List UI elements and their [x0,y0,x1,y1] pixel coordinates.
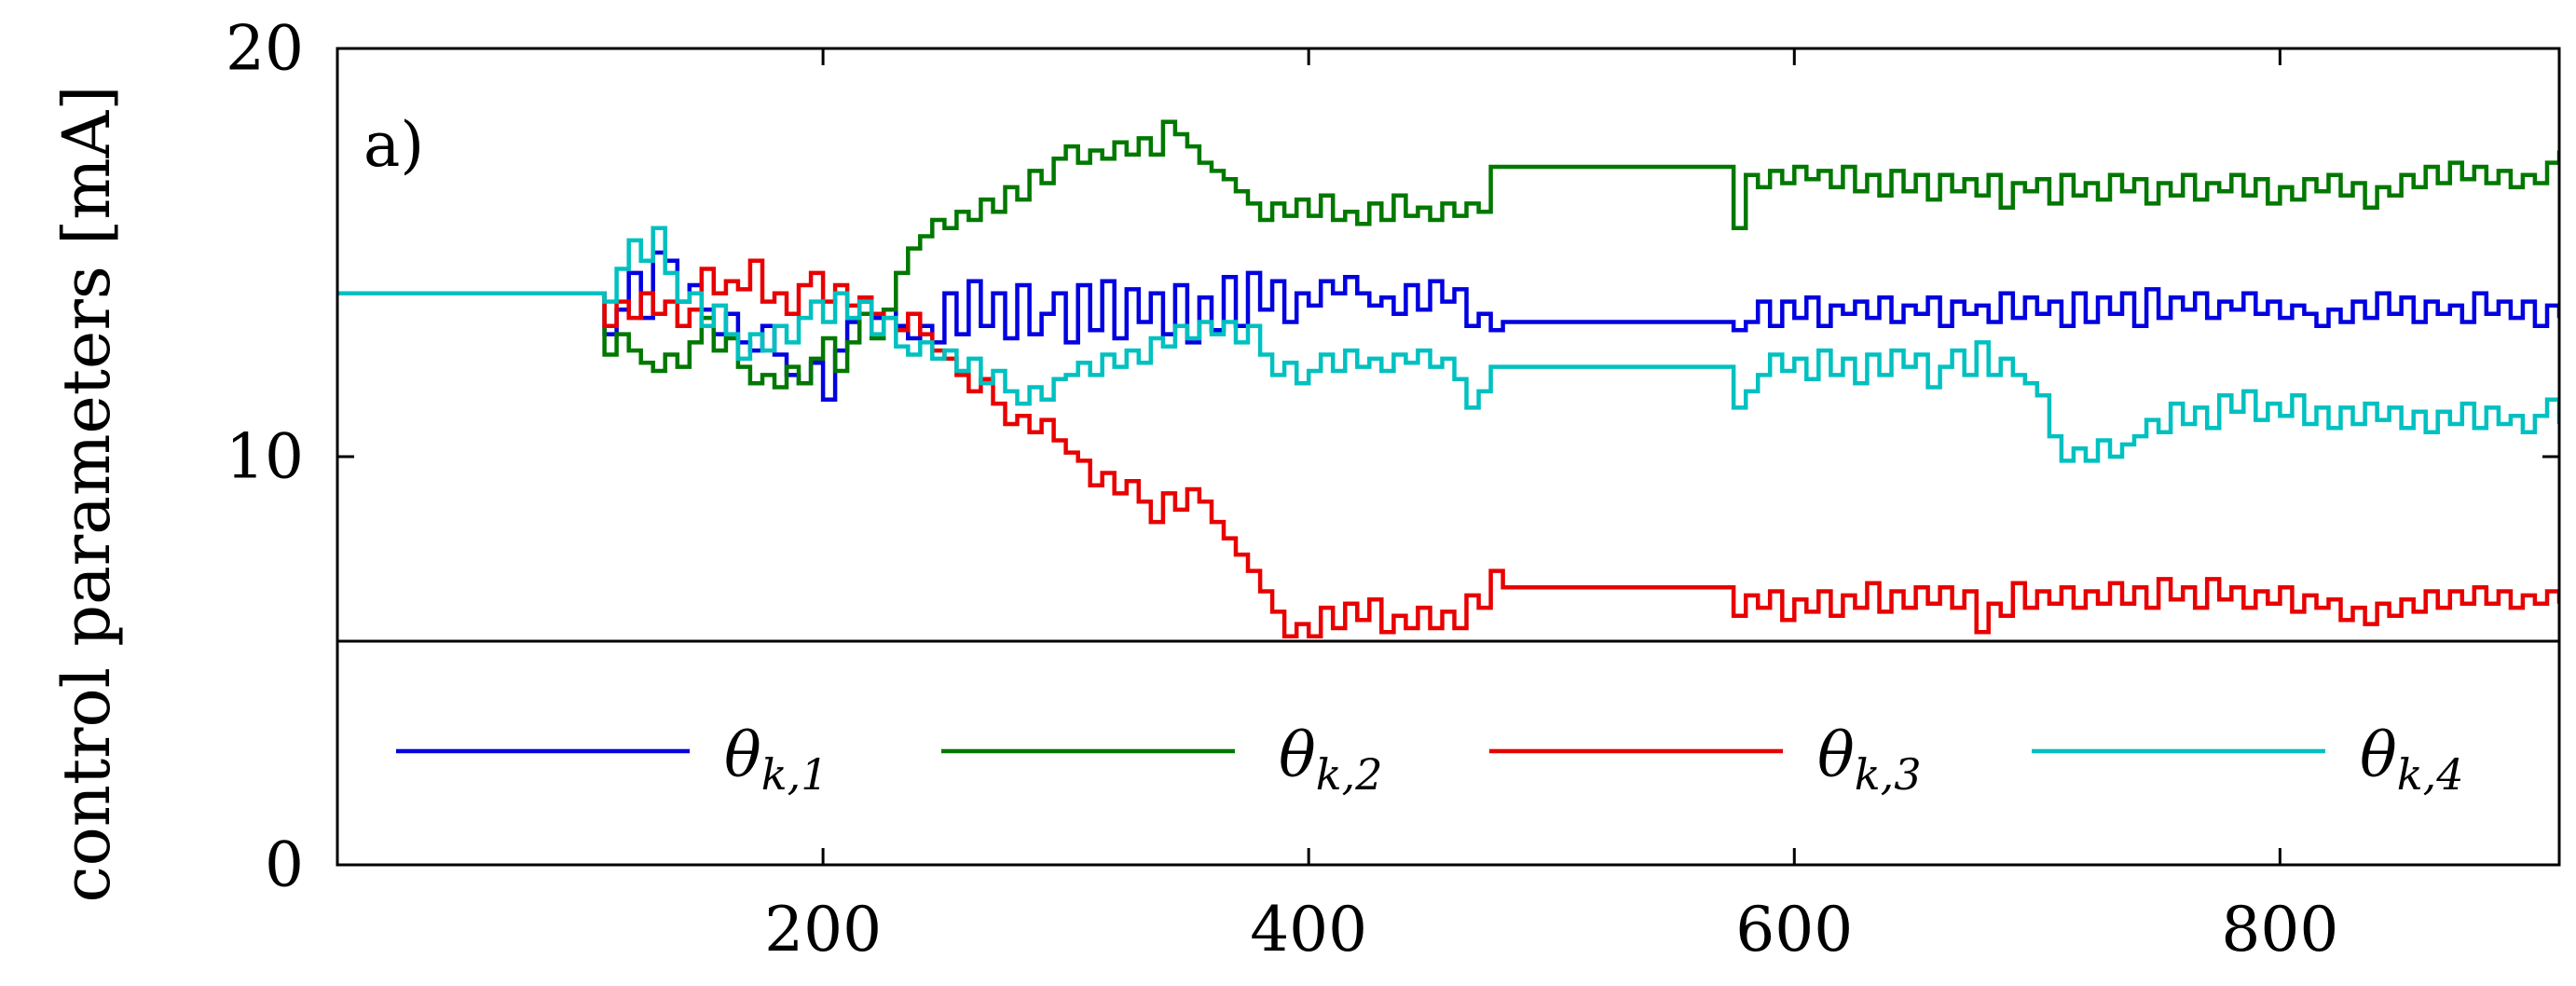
legend-label-theta-k2: θk,2 [1279,719,1383,800]
series-line-k-3 [337,258,2559,638]
legend-item-2: θk,2 [941,719,1383,800]
x-tick-label-400: 400 [1250,894,1367,965]
x-axis: 200 400 600 800 [764,48,2338,965]
series-layer [337,119,2559,638]
legend-label-theta-k1: θk,1 [724,719,829,800]
legend-label-theta-k3: θk,3 [1817,719,1922,800]
legend-item-4: θk,4 [2032,719,2464,800]
y-tick-label-0: 0 [265,829,304,901]
y-tick-label-10: 10 [226,421,304,493]
legend-label-theta-k4: θk,4 [2360,719,2464,800]
y-axis-label: control parameters [mA] [48,85,125,902]
y-axis: 0 10 20 [226,13,2559,901]
x-tick-label-800: 800 [2221,894,2338,965]
panel-label: a) [363,109,424,181]
series-line-k-4 [337,226,2559,463]
x-tick-label-600: 600 [1735,894,1853,965]
y-tick-label-20: 20 [226,13,304,85]
x-tick-label-200: 200 [764,894,882,965]
legend: θk,1 θk,2 θk,3 θk,4 [337,639,2559,865]
series-line-k-2 [337,119,2559,390]
legend-item-3: θk,3 [1489,719,1922,800]
legend-item-1: θk,1 [396,719,829,800]
